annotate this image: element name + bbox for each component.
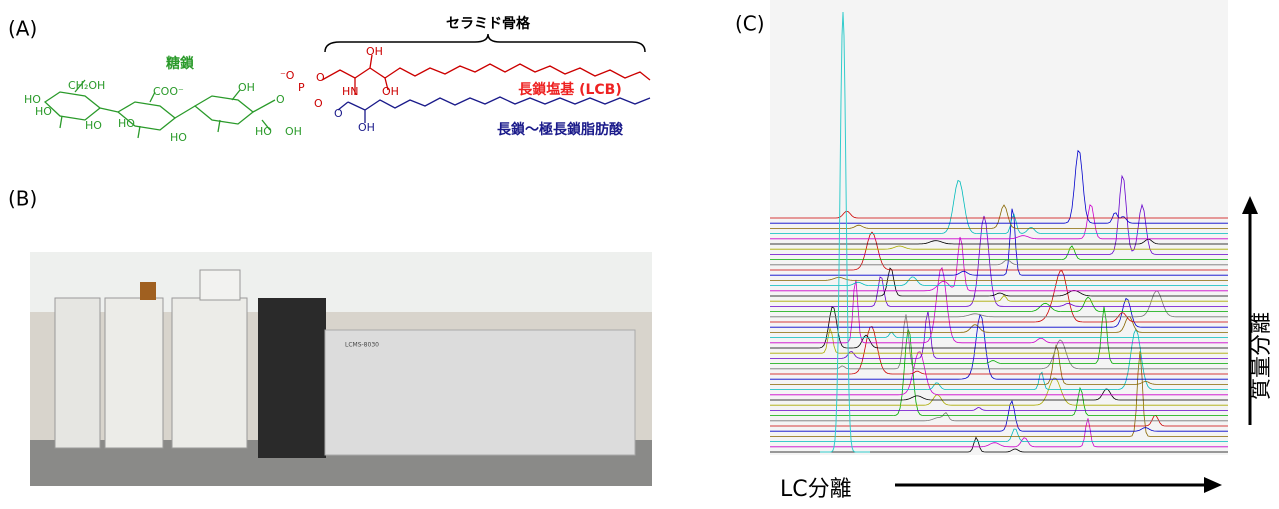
y-axis-label: 質量分離	[1249, 312, 1274, 400]
panel-label: (C)	[735, 12, 765, 36]
fa-chain	[338, 97, 650, 123]
atom: OH	[238, 81, 255, 94]
atom: HO	[118, 117, 135, 130]
figure: (A) セラミド骨格 糖鎖 長鎖塩基 (LCB) 長鎖～極長鎖脂肪酸 HO CH…	[0, 0, 1279, 505]
atom: O	[316, 71, 325, 84]
y-arrowhead	[1242, 196, 1258, 214]
fa-label: 長鎖～極長鎖脂肪酸	[497, 121, 624, 138]
atom: P	[298, 81, 305, 94]
atom: HO	[85, 119, 102, 132]
instrument-photo: LCMS-8030	[30, 252, 652, 486]
atom: HO	[255, 125, 272, 138]
atom: OH	[358, 121, 375, 134]
panel-label: (A)	[8, 17, 37, 41]
atom: OH	[285, 125, 302, 138]
ceramide-label: セラミド骨格	[446, 15, 531, 32]
atom: COO⁻	[153, 85, 184, 98]
atom: HO	[35, 105, 52, 118]
atom: OH	[366, 45, 383, 58]
x-arrowhead	[1204, 477, 1222, 493]
panel-label: (B)	[8, 187, 37, 211]
model-label: LCMS-8030	[345, 342, 379, 349]
glycan-label: 糖鎖	[166, 55, 195, 72]
lcb-label: 長鎖塩基 (LCB)	[518, 81, 622, 98]
plot-bg	[770, 0, 1228, 455]
atom: O	[314, 97, 323, 110]
atom: O	[276, 93, 285, 106]
atom: HO	[170, 131, 187, 144]
x-axis-label: LC分離	[780, 477, 852, 502]
atom: ⁻O	[280, 69, 295, 82]
atom: CH₂OH	[68, 79, 105, 92]
atom: HN	[342, 85, 359, 98]
atom: O	[334, 107, 343, 120]
atom: OH	[382, 85, 399, 98]
